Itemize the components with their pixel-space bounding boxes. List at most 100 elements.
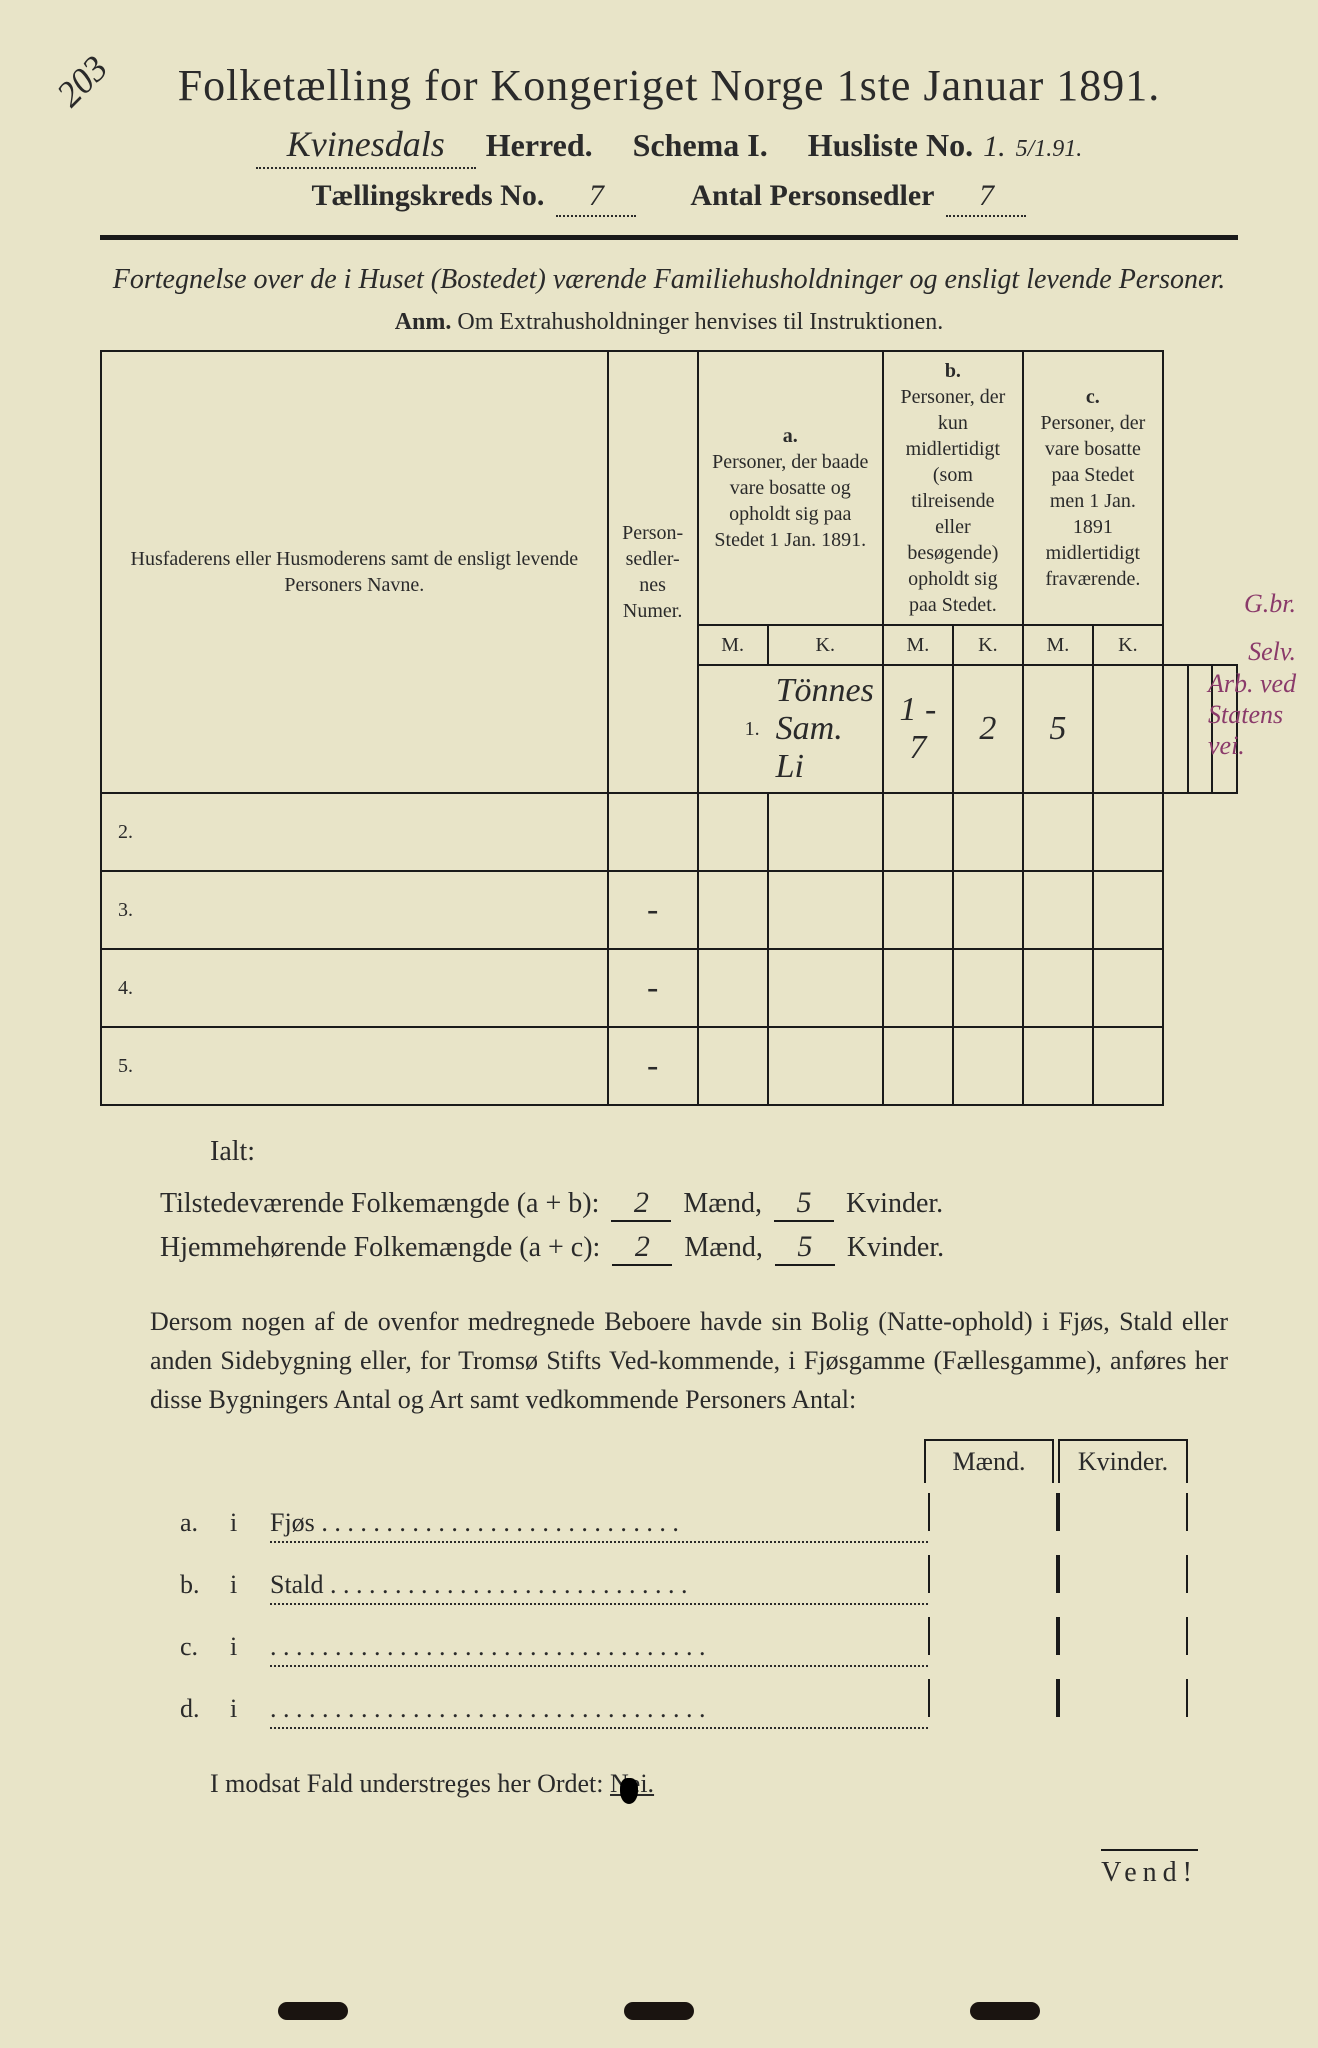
row-numer: -: [608, 871, 698, 949]
herred-value: Kvinesdals: [256, 123, 476, 169]
kreds-value: 7: [556, 179, 636, 217]
husliste-value: 1.: [983, 130, 1006, 164]
bldg-k: [1058, 1555, 1188, 1593]
anm-text: Om Extrahusholdninger henvises til Instr…: [457, 309, 943, 335]
building-header: Mænd. Kvinder.: [180, 1439, 1188, 1483]
row-num: 3.: [101, 871, 141, 949]
husliste-date: 5/1.91.: [1016, 136, 1083, 163]
row-name: [141, 871, 608, 949]
vend-label: Vend!: [1101, 1849, 1198, 1889]
row-name: Tönnes Sam. Li: [768, 665, 883, 793]
building-block: Mænd. Kvinder. a. i Fjøs . . . . . . . .…: [180, 1439, 1188, 1729]
bldg-k: [1058, 1679, 1188, 1717]
herred-label: Herred.: [486, 127, 593, 164]
building-paragraph: Dersom nogen af de ovenfor medregnede Be…: [150, 1302, 1228, 1419]
bldg-i: i: [230, 1508, 270, 1538]
bldg-kind: Fjøs . . . . . . . . . . . . . . . . . .…: [270, 1508, 928, 1543]
bldg-lbl: b.: [180, 1570, 230, 1600]
header-row-1: Kvinesdals Herred. Schema I. Husliste No…: [100, 123, 1238, 169]
bldg-kind: Stald . . . . . . . . . . . . . . . . . …: [270, 1570, 928, 1605]
maend-label: Mænd,: [684, 1232, 763, 1264]
totals-ac-label: Hjemmehørende Folkemængde (a + c):: [160, 1232, 600, 1264]
husliste-label: Husliste No.: [808, 127, 973, 164]
row-numer: -: [608, 1027, 698, 1105]
table-row: 2.: [101, 793, 1237, 871]
totals-ab: Tilstedeværende Folkemængde (a + b): 2 M…: [160, 1186, 1238, 1222]
totals-ac-m: 2: [612, 1230, 672, 1266]
binding-holes: [0, 2002, 1318, 2020]
subtitle: Fortegnelse over de i Huset (Bostedet) v…: [100, 260, 1238, 299]
bldg-i: i: [230, 1632, 270, 1662]
row-ak: 5: [1023, 665, 1093, 793]
page-title: Folketælling for Kongeriget Norge 1ste J…: [100, 60, 1238, 111]
col-a-k: K.: [768, 625, 883, 665]
ink-blot: [620, 1778, 638, 1804]
antal-value: 7: [946, 179, 1026, 217]
row-bk: [1163, 665, 1188, 793]
bldg-k: [1058, 1493, 1188, 1531]
bldg-lbl: a.: [180, 1508, 230, 1538]
bldg-kind: . . . . . . . . . . . . . . . . . . . . …: [270, 1632, 928, 1667]
schema-label: Schema I.: [633, 127, 768, 164]
bldg-m: [928, 1555, 1058, 1593]
row-num: 5.: [101, 1027, 141, 1105]
table-row: 4. -: [101, 949, 1237, 1027]
bldg-row: c. i . . . . . . . . . . . . . . . . . .…: [180, 1617, 1188, 1667]
row-numer: [608, 793, 698, 871]
bldg-k: [1058, 1617, 1188, 1655]
bldg-kind: . . . . . . . . . . . . . . . . . . . . …: [270, 1694, 928, 1729]
bldg-m: [928, 1679, 1058, 1717]
margin-note-low: Arb. ved Statens vei.: [1208, 668, 1308, 762]
totals-ab-label: Tilstedeværende Folkemængde (a + b):: [160, 1188, 599, 1220]
bldg-row: d. i . . . . . . . . . . . . . . . . . .…: [180, 1679, 1188, 1729]
totals-ab-m: 2: [611, 1186, 671, 1222]
kreds-label: Tællingskreds No.: [312, 179, 545, 213]
modsat-line: I modsat Fald understreges her Ordet: Ne…: [210, 1769, 1238, 1799]
col-c-k: K.: [1093, 625, 1163, 665]
row-num: 1.: [698, 665, 768, 793]
row-numer: -: [608, 949, 698, 1027]
bldg-row: a. i Fjøs . . . . . . . . . . . . . . . …: [180, 1493, 1188, 1543]
antal-label: Antal Personsedler: [690, 179, 934, 213]
margin-note-top: G.br.: [1244, 588, 1296, 619]
col-b-m: M.: [883, 625, 953, 665]
col-b-k: K.: [953, 625, 1023, 665]
row-bm: [1093, 665, 1163, 793]
totals-ac-k: 5: [775, 1230, 835, 1266]
anm-label: Anm.: [395, 309, 452, 335]
table-row: 3. -: [101, 871, 1237, 949]
rule-1: [100, 235, 1238, 240]
kvinder-label: Kvinder.: [846, 1188, 943, 1220]
row-name: [141, 1027, 608, 1105]
bldg-lbl: c.: [180, 1632, 230, 1662]
col-a: a.Personer, der baade vare bosatte og op…: [698, 351, 883, 625]
bldg-m: [928, 1617, 1058, 1655]
col-c-m: M.: [1023, 625, 1093, 665]
anm-line: Anm. Om Extrahusholdninger henvises til …: [100, 309, 1238, 336]
row-num: 2.: [101, 793, 141, 871]
row-am: 2: [953, 665, 1023, 793]
row-numer: 1 - 7: [883, 665, 953, 793]
header-row-2: Tællingskreds No. 7 Antal Personsedler 7: [100, 179, 1238, 217]
bldg-row: b. i Stald . . . . . . . . . . . . . . .…: [180, 1555, 1188, 1605]
bldg-i: i: [230, 1570, 270, 1600]
totals-ab-k: 5: [774, 1186, 834, 1222]
col-b: b.Personer, der kun midlertidigt (som ti…: [883, 351, 1023, 625]
row-num: 4.: [101, 949, 141, 1027]
col-c: c.Personer, der vare bosatte paa Stedet …: [1023, 351, 1163, 625]
col-a-m: M.: [698, 625, 768, 665]
hole: [624, 2002, 694, 2020]
bldg-i: i: [230, 1694, 270, 1724]
bldg-col-kvinder: Kvinder.: [1058, 1439, 1188, 1483]
hole: [970, 2002, 1040, 2020]
maend-label: Mænd,: [683, 1188, 762, 1220]
bldg-col-maend: Mænd.: [924, 1439, 1054, 1483]
bldg-lbl: d.: [180, 1694, 230, 1724]
bldg-m: [928, 1493, 1058, 1531]
margin-note-mid: Selv.: [1248, 636, 1296, 667]
row-name: [141, 949, 608, 1027]
row-name: [141, 793, 608, 871]
totals-ac: Hjemmehørende Folkemængde (a + c): 2 Mæn…: [160, 1230, 1238, 1266]
hole: [278, 2002, 348, 2020]
ialt-label: Ialt:: [210, 1136, 1238, 1168]
